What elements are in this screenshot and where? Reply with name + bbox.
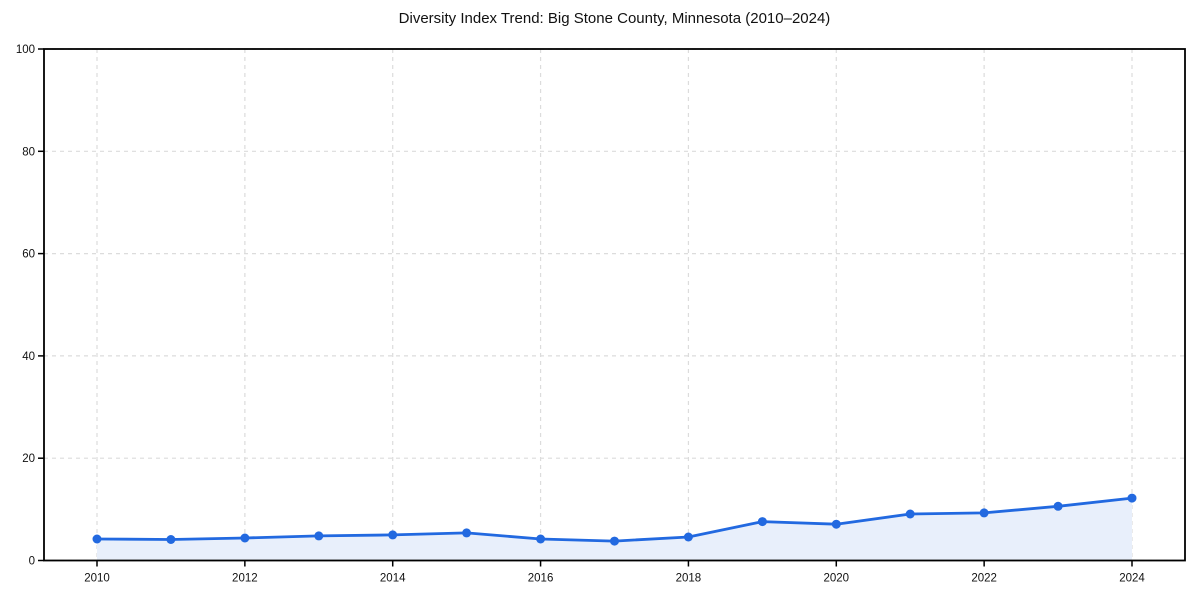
- y-tick-label: 80: [22, 146, 35, 158]
- x-tick-label: 2020: [823, 573, 849, 585]
- data-point-marker: [757, 517, 767, 527]
- x-tick-label: 2022: [971, 573, 997, 585]
- data-point-marker: [1053, 501, 1063, 511]
- y-tick-label: 0: [29, 556, 35, 568]
- plot-border: [43, 48, 1186, 562]
- data-point-marker: [536, 534, 546, 544]
- series-layer: [92, 493, 1137, 561]
- data-point-marker: [388, 530, 398, 540]
- axes-layer: [38, 48, 1186, 567]
- y-tick-label: 20: [22, 453, 35, 465]
- data-point-marker: [831, 519, 841, 529]
- data-point-marker: [92, 534, 102, 544]
- data-point-marker: [166, 535, 176, 544]
- x-tick-label: 2024: [1119, 573, 1145, 585]
- x-tick-label: 2012: [232, 573, 258, 585]
- chart-title: Diversity Index Trend: Big Stone County,…: [398, 10, 831, 27]
- data-point-marker: [979, 508, 989, 518]
- y-tick-label: 40: [22, 351, 35, 363]
- data-point-marker: [610, 536, 619, 546]
- x-tick-label: 2014: [380, 573, 406, 585]
- y-tick-label: 100: [16, 44, 35, 56]
- data-point-marker: [905, 509, 915, 519]
- data-point-marker: [240, 533, 250, 543]
- x-tick-label: 2018: [676, 573, 702, 585]
- data-point-marker: [314, 531, 324, 541]
- data-point-marker: [683, 532, 693, 542]
- data-point-marker: [1127, 493, 1137, 503]
- tick-labels-layer: 0 20 40 60 80 100 2010 2012 2014 2016 2018 2020 2022…: [16, 44, 1146, 585]
- x-tick-label: 2016: [528, 573, 554, 585]
- data-point-marker: [462, 528, 472, 538]
- y-tick-label: 60: [22, 249, 35, 261]
- x-tick-label: 2010: [84, 573, 110, 585]
- gridlines-layer: [44, 48, 1185, 562]
- series-area-fill: [97, 498, 1132, 561]
